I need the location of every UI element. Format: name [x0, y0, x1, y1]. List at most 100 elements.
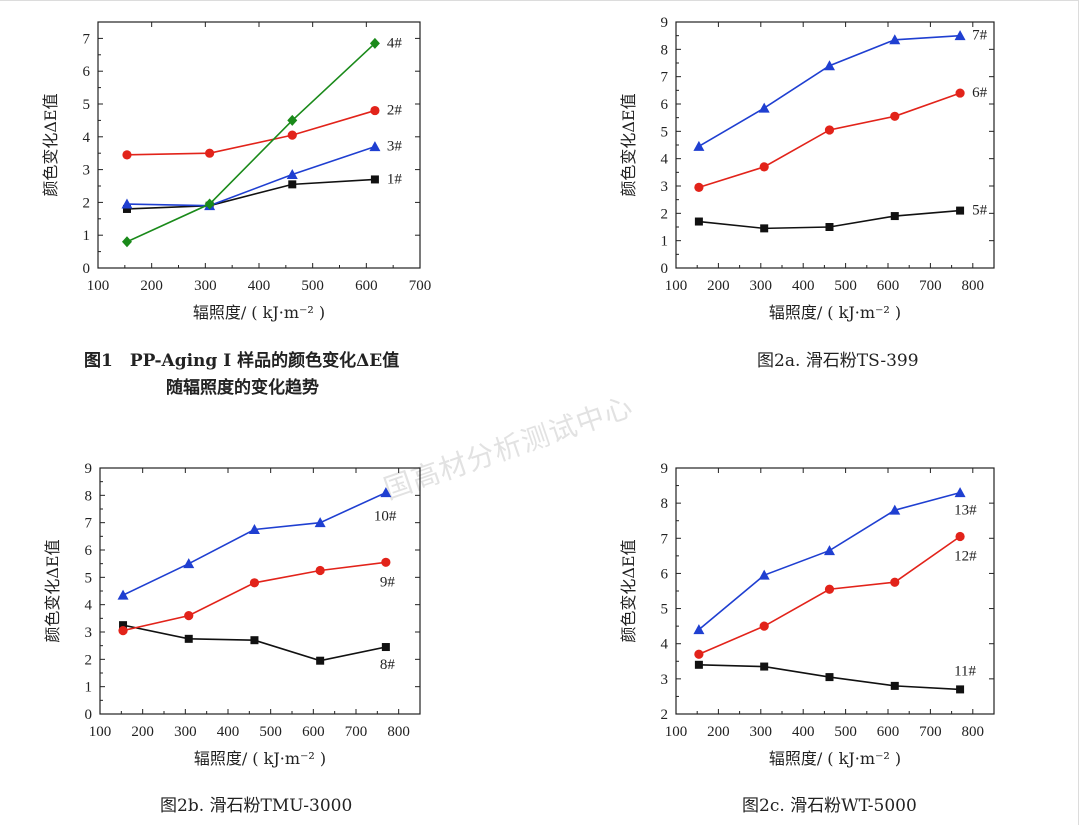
- plot-frame: [99, 467, 421, 715]
- y-tick-label: 5: [83, 97, 91, 113]
- series-line-3: [126, 145, 376, 207]
- data-point-7: [823, 60, 835, 71]
- y-tick-label: 9: [661, 15, 669, 31]
- data-point-13: [889, 504, 901, 515]
- y-tick-label: 7: [85, 516, 93, 532]
- chart-panel-fig2b: 100 200 300 400 500 600 700 800 0 1 2 3 4 5 6 7 8 9 辐照度/ (…: [0, 450, 540, 780]
- data-point-12: [890, 577, 900, 587]
- chart-fig2b: 100 200 300 400 500 600 700 800 0 1 2 3 4 5 6 7 8 9 辐照度/ (…: [43, 461, 421, 768]
- series-line-6: [698, 92, 961, 189]
- y-tick-label: 8: [85, 488, 93, 504]
- data-point-4: [121, 236, 132, 248]
- x-axis-title: 辐照度/ ( kJ·m⁻² ): [769, 303, 901, 322]
- data-point-2: [122, 150, 132, 160]
- data-point-13: [693, 624, 705, 635]
- y-tick-label: 9: [661, 461, 669, 477]
- data-point-7: [693, 140, 705, 151]
- x-tick-label: 100: [665, 724, 688, 740]
- x-tick-label: 200: [707, 724, 730, 740]
- x-tick-label: 300: [750, 278, 773, 294]
- data-point-3: [369, 141, 381, 152]
- y-tick-label: 0: [83, 261, 91, 277]
- data-point-8: [119, 621, 128, 630]
- x-tick-label: 200: [131, 724, 154, 740]
- x-tick-label: 300: [194, 278, 217, 294]
- data-point-10: [248, 524, 260, 534]
- data-point-5: [760, 224, 769, 233]
- y-tick-label: 8: [661, 496, 669, 512]
- series-line-13: [698, 491, 961, 631]
- series-line-1: [126, 178, 375, 210]
- y-tick-label: 7: [83, 31, 91, 47]
- data-point-2: [370, 105, 380, 116]
- data-point-3: [121, 198, 133, 209]
- x-tick-label: 600: [877, 724, 900, 740]
- caption-fig1-line1: 图1 PP-Aging Ⅰ 样品的颜色变化ΔE值: [84, 351, 400, 371]
- y-tick-label: 0: [85, 707, 93, 723]
- data-point-13: [954, 487, 966, 498]
- series-label-10: 10#: [374, 509, 397, 525]
- data-point-9: [315, 565, 325, 576]
- data-point-12: [955, 531, 965, 542]
- plot-frame: [675, 21, 995, 269]
- x-tick-label: 500: [259, 724, 282, 740]
- chart-fig1: 100 200 300 400 500 600 700 0 1 2 3 4 5 6 7 辐照度/ ( kJ·m…: [41, 21, 431, 322]
- y-tick-label: 6: [85, 543, 93, 559]
- series-label-4: 4#: [387, 35, 403, 51]
- caption-fig2c: 图2c. 滑石粉WT-5000: [742, 796, 917, 816]
- x-tick-label: 800: [962, 724, 985, 740]
- series-label-3: 3#: [387, 139, 403, 155]
- x-tick-label: 700: [919, 278, 942, 294]
- data-point-8: [316, 656, 325, 665]
- series-label-12: 12#: [954, 549, 977, 565]
- data-point-8: [250, 636, 259, 645]
- x-tick-label: 100: [87, 278, 110, 294]
- data-point-11: [694, 660, 703, 669]
- data-point-6: [759, 162, 769, 172]
- data-point-4: [204, 198, 215, 210]
- series-label-6: 6#: [972, 85, 988, 101]
- x-tick-label: 100: [89, 724, 112, 740]
- plot-frame: [97, 21, 421, 269]
- y-tick-label: 2: [83, 195, 91, 211]
- data-point-12: [759, 621, 769, 631]
- caption-fig2b: 图2b. 滑石粉TMU-3000: [160, 796, 353, 816]
- y-tick-label: 7: [661, 70, 669, 86]
- x-tick-label: 300: [750, 724, 773, 740]
- data-point-11: [890, 681, 899, 690]
- y-tick-label: 6: [661, 97, 669, 113]
- series-line-4: [126, 42, 376, 243]
- data-point-6: [694, 182, 704, 192]
- data-point-1: [288, 180, 297, 189]
- data-point-7: [889, 34, 901, 45]
- chart-fig2a: 100 200 300 400 500 600 700 800 0 1 2 3 4 5 6 7 8 9 辐照度/ (…: [619, 15, 995, 322]
- series-label-9: 9#: [380, 574, 396, 590]
- data-point-12: [694, 649, 704, 659]
- data-point-5: [825, 223, 834, 231]
- data-point-5: [956, 206, 965, 215]
- data-point-1: [122, 204, 131, 213]
- data-point-5: [694, 217, 703, 226]
- data-point-10: [183, 558, 195, 569]
- x-tick-label: 500: [834, 724, 857, 740]
- series-label-13: 13#: [954, 503, 977, 519]
- y-tick-label: 4: [85, 598, 93, 614]
- x-tick-label: 300: [174, 724, 197, 740]
- x-tick-label: 400: [792, 724, 815, 740]
- data-point-6: [890, 111, 900, 121]
- data-point-6: [824, 125, 835, 135]
- y-tick-label: 1: [85, 680, 93, 696]
- x-tick-label: 400: [217, 724, 240, 740]
- x-tick-label: 600: [355, 278, 378, 294]
- y-tick-label: 6: [83, 64, 91, 80]
- x-tick-label: 400: [792, 278, 815, 294]
- y-tick-label: 4: [661, 637, 669, 653]
- y-tick-label: 3: [661, 672, 669, 688]
- x-tick-label: 600: [302, 724, 325, 740]
- data-point-9: [381, 557, 391, 567]
- y-tick-label: 1: [83, 228, 91, 244]
- x-axis-title: 辐照度/ ( kJ·m⁻² ): [193, 303, 325, 322]
- series-label-5: 5#: [972, 203, 988, 219]
- data-point-10: [380, 487, 392, 498]
- data-point-11: [956, 685, 965, 694]
